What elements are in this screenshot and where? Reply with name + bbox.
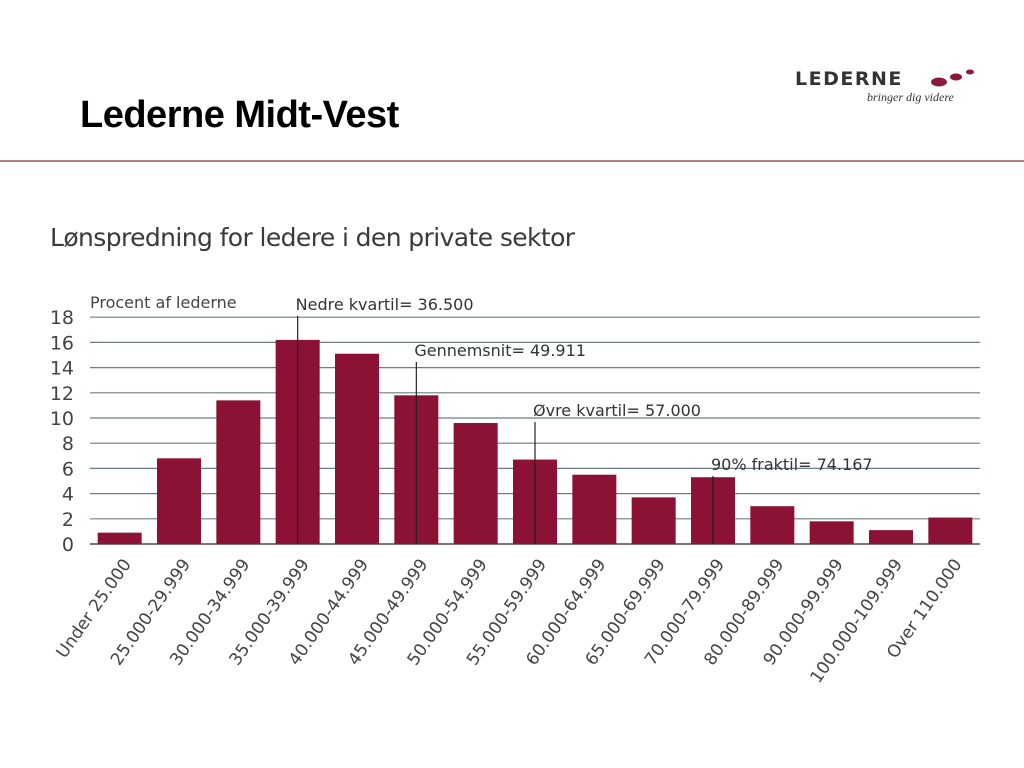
annotation-label: Øvre kvartil= 57.000 (533, 401, 701, 420)
logo-tagline: bringer dig videre (867, 90, 954, 104)
y-tick-label: 0 (62, 534, 74, 556)
slide-title: Lederne Midt-Vest (80, 94, 399, 136)
bar (750, 506, 795, 544)
y-tick-label: 2 (62, 509, 74, 531)
bar (216, 400, 261, 544)
bar (631, 497, 676, 544)
y-tick-label: 12 (50, 383, 74, 405)
lederne-logo: LEDERNE bringer dig videre (795, 66, 985, 110)
bar (572, 474, 617, 544)
bar (97, 532, 142, 544)
annotation-label: Nedre kvartil= 36.500 (296, 295, 474, 314)
bar (809, 521, 854, 544)
y-tick-label: 10 (50, 408, 74, 430)
logo-wordmark: LEDERNE (795, 68, 903, 90)
bar (335, 353, 379, 544)
y-tick-label: 6 (62, 458, 74, 480)
y-tick-label: 14 (50, 358, 74, 380)
y-axis-label: Procent af lederne (90, 293, 237, 312)
salary-distribution-chart: Nedre kvartil= 36.500 Gennemsnit= 49.911 Ø… (50, 293, 980, 687)
y-tick-label: 8 (62, 433, 74, 455)
bar (928, 517, 973, 544)
y-tick-label: 16 (50, 332, 74, 354)
y-tick-label: 4 (62, 484, 74, 506)
annotation-label: 90% fraktil= 74.167 (711, 455, 873, 474)
bar (157, 458, 201, 544)
chart-title: Lønspredning for ledere i den private se… (50, 223, 575, 252)
logo-dots-icon (931, 69, 974, 87)
title-divider (0, 160, 1024, 162)
bar (453, 423, 498, 544)
y-tick-label: 18 (50, 307, 74, 329)
bar (869, 530, 913, 544)
annotation-label: Gennemsnit= 49.911 (414, 341, 586, 360)
